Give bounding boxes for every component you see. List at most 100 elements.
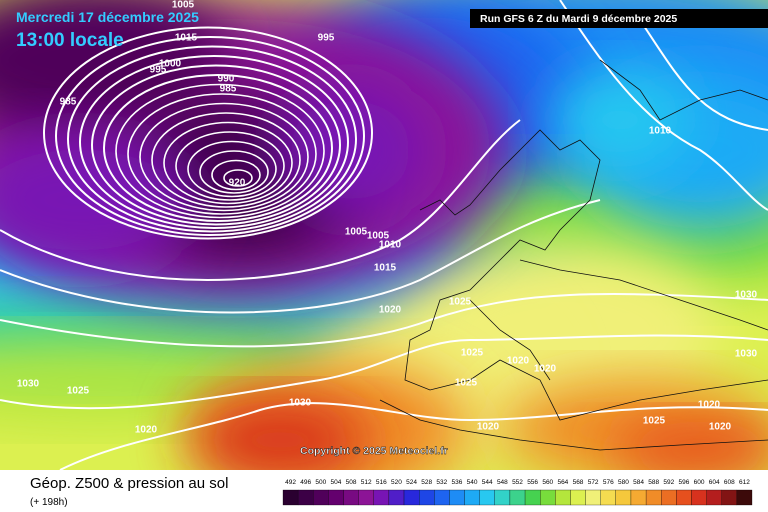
scale-label: 544 bbox=[482, 479, 493, 486]
isobar-label: 995 bbox=[318, 33, 335, 44]
isobar-label: 1030 bbox=[735, 290, 758, 301]
isobar bbox=[559, 0, 768, 211]
isobar-label: 1010 bbox=[379, 240, 402, 251]
field-blob bbox=[550, 70, 690, 170]
isobar-label: 1030 bbox=[289, 398, 312, 409]
isobar-label: 1020 bbox=[477, 422, 500, 433]
isobar bbox=[139, 102, 309, 212]
geopotential-field bbox=[0, 0, 768, 470]
scale-label: 568 bbox=[573, 479, 584, 486]
isobar-label: 1030 bbox=[17, 379, 40, 390]
isobar bbox=[115, 83, 325, 219]
scale-label: 596 bbox=[678, 479, 689, 486]
scale-label: 528 bbox=[421, 479, 432, 486]
isobar bbox=[0, 293, 768, 348]
scale-swatch bbox=[479, 489, 495, 506]
isobar-label: 1005 bbox=[345, 227, 368, 238]
scale-swatch bbox=[403, 489, 420, 506]
isobar-label: 920 bbox=[229, 178, 246, 189]
isobar bbox=[211, 159, 261, 191]
scale-swatch bbox=[600, 489, 616, 506]
scale-label: 560 bbox=[542, 479, 553, 486]
coastlines bbox=[379, 59, 768, 451]
isobar bbox=[43, 26, 373, 240]
field-blob bbox=[0, 130, 200, 270]
scale-label: 540 bbox=[467, 479, 478, 486]
scale-swatch bbox=[449, 489, 465, 506]
footer-subtitle: (+ 198h) bbox=[30, 497, 68, 508]
scale-swatch bbox=[328, 489, 344, 506]
scale-swatch bbox=[524, 489, 541, 506]
field-blob bbox=[610, 420, 768, 470]
footer-title: Géop. Z500 & pression au sol bbox=[30, 475, 228, 492]
field-blob bbox=[270, 80, 430, 220]
isobar bbox=[91, 64, 341, 226]
color-scale: 492 496 500 504 508 512 516 520 524 528 532 536 540 5… bbox=[282, 479, 753, 506]
scale-label: 612 bbox=[739, 479, 750, 486]
scale-label: 524 bbox=[406, 479, 417, 486]
isobar-label: 1020 bbox=[135, 425, 158, 436]
scale-swatch bbox=[494, 489, 511, 506]
isobar-label: 985 bbox=[220, 84, 237, 95]
isobar-label: 1025 bbox=[643, 416, 666, 427]
scale-label: 588 bbox=[648, 479, 659, 486]
isobar-label: 1025 bbox=[455, 378, 478, 389]
scale-label: 496 bbox=[300, 479, 311, 486]
scale-swatch bbox=[645, 489, 662, 506]
isobar bbox=[103, 74, 333, 222]
scale-label: 556 bbox=[527, 479, 538, 486]
scale-label: 564 bbox=[557, 479, 568, 486]
scale-swatch bbox=[282, 489, 299, 506]
scale-label: 600 bbox=[694, 479, 705, 486]
scale-swatch bbox=[419, 489, 435, 506]
scale-swatch bbox=[555, 489, 571, 506]
isobar-label: 1020 bbox=[534, 364, 557, 375]
scale-swatch bbox=[388, 489, 405, 506]
scale-label: 500 bbox=[315, 479, 326, 486]
scale-swatch bbox=[343, 489, 359, 506]
isobar-label: 1015 bbox=[175, 33, 198, 44]
isobar bbox=[59, 402, 768, 470]
isobar-label: 1025 bbox=[461, 348, 484, 359]
scale-label: 504 bbox=[331, 479, 342, 486]
scale-swatch bbox=[373, 489, 390, 506]
scale-swatch bbox=[540, 489, 556, 506]
run-box bbox=[470, 9, 768, 28]
valid-date: Mercredi 17 décembre 2025 bbox=[16, 9, 199, 25]
field-blob bbox=[190, 400, 370, 470]
isobar-label: 1005 bbox=[367, 231, 390, 242]
scale-swatch bbox=[358, 489, 374, 506]
isobars bbox=[0, 0, 768, 470]
isobar-label: 1015 bbox=[374, 263, 397, 274]
scale-label: 584 bbox=[633, 479, 644, 486]
isobar bbox=[163, 121, 293, 205]
isobar-label: 1000 bbox=[159, 59, 182, 70]
valid-time: 13:00 locale bbox=[16, 30, 124, 51]
isobar bbox=[79, 55, 349, 229]
scale-label: 592 bbox=[663, 479, 674, 486]
isobar-label: 1030 bbox=[735, 349, 758, 360]
scale-label: 580 bbox=[618, 479, 629, 486]
scale-swatch bbox=[661, 489, 677, 506]
scale-swatch bbox=[297, 489, 314, 506]
isobar-label: 1020 bbox=[698, 400, 721, 411]
scale-swatch bbox=[615, 489, 632, 506]
scale-label: 508 bbox=[346, 479, 357, 486]
scale-label: 520 bbox=[391, 479, 402, 486]
scale-swatch bbox=[706, 489, 722, 506]
scale-label: 608 bbox=[724, 479, 735, 486]
scale-label: 516 bbox=[376, 479, 387, 486]
isobar-label: 995 bbox=[150, 65, 167, 76]
isobar-label: 1020 bbox=[379, 305, 402, 316]
scale-swatch bbox=[676, 489, 692, 506]
scale-swatch bbox=[691, 489, 707, 506]
scale-label: 604 bbox=[709, 479, 720, 486]
isobar bbox=[0, 334, 768, 410]
isobar-label: 1020 bbox=[709, 422, 732, 433]
scale-swatch bbox=[434, 489, 450, 506]
isobar bbox=[175, 131, 285, 201]
scale-label: 492 bbox=[285, 479, 296, 486]
isobar bbox=[55, 36, 365, 236]
isobar bbox=[67, 45, 357, 233]
